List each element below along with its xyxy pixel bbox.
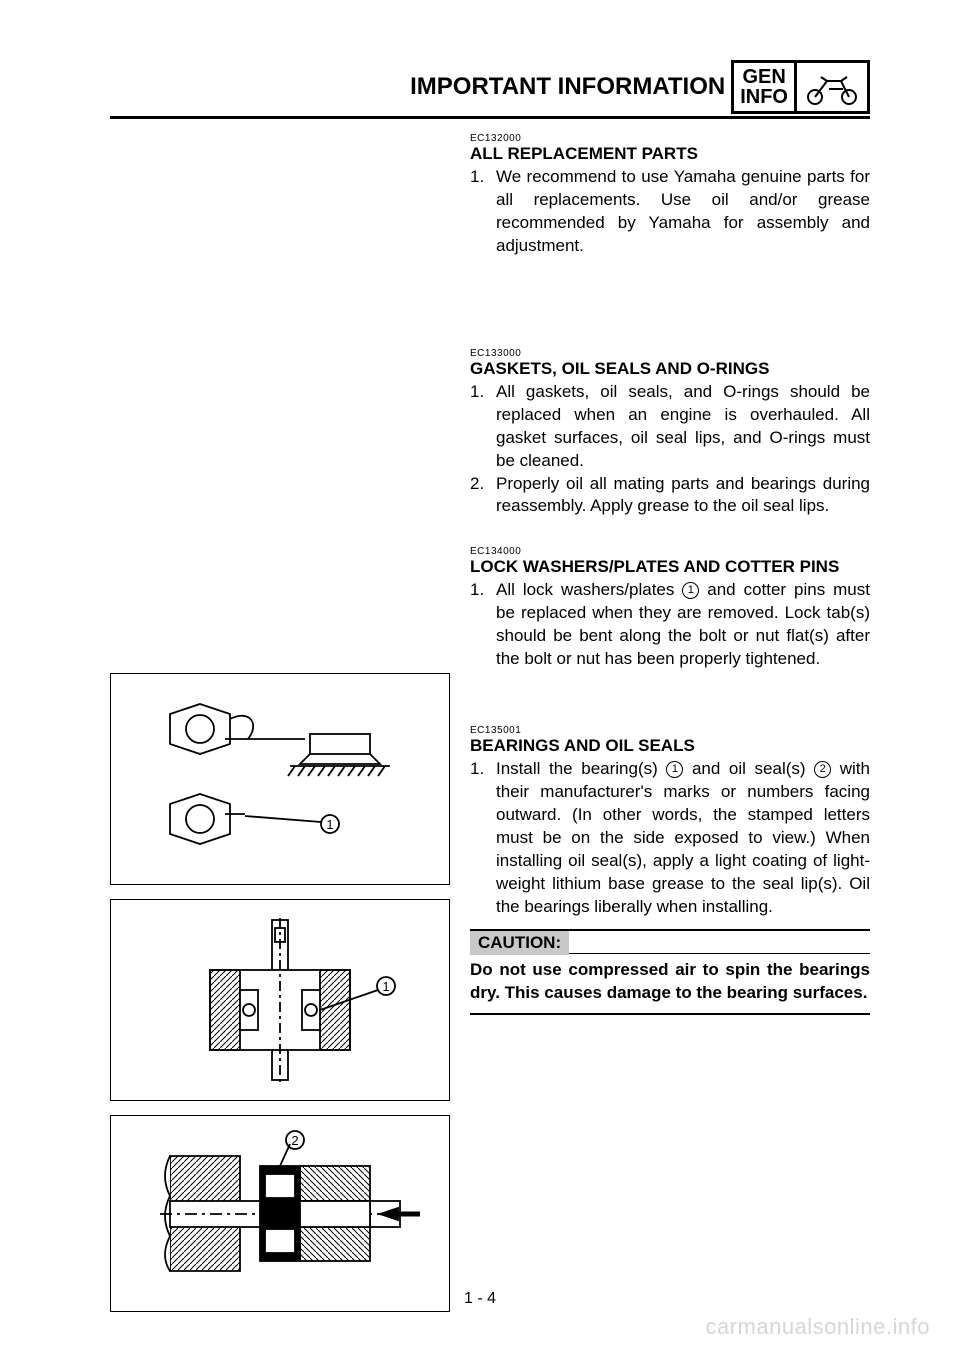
section-code: EC132000 — [470, 133, 870, 144]
figure-oil-seal: 2 — [110, 1115, 450, 1312]
caution-label: CAUTION: — [470, 931, 569, 955]
section-title: LOCK WASHERS/PLATES AND COTTER PINS — [470, 557, 870, 577]
section-gap — [470, 286, 870, 348]
item-number: 2. — [470, 473, 496, 519]
section-title: BEARINGS AND OIL SEALS — [470, 736, 870, 756]
ref-circle: 2 — [814, 761, 831, 778]
ref-circle: 1 — [682, 582, 699, 599]
item-text: All lock washers/plates 1 and cotter pin… — [496, 579, 870, 671]
section-gap — [470, 699, 870, 725]
list-item: 1. Install the bearing(s) 1 and oil seal… — [470, 758, 870, 919]
badge-line-2: INFO — [740, 87, 788, 107]
figure-lock-washer: 1 — [110, 673, 450, 885]
manual-page: IMPORTANT INFORMATION GEN INFO — [0, 0, 960, 1358]
list-item: 2. Properly oil all mating parts and bea… — [470, 473, 870, 519]
section-bearings: EC135001 BEARINGS AND OIL SEALS 1. Insta… — [470, 725, 870, 919]
text-column: EC132000 ALL REPLACEMENT PARTS 1. We rec… — [470, 133, 870, 1326]
figure-bearing: 1 — [110, 899, 450, 1101]
item-text: Properly oil all mating parts and bearin… — [496, 473, 870, 519]
item-number: 1. — [470, 758, 496, 919]
header-badge: GEN INFO — [731, 60, 870, 114]
figure-spacer — [110, 133, 450, 673]
text-fragment: Install the bearing(s) — [496, 759, 666, 778]
text-fragment: with their manufacturer's marks or numbe… — [496, 759, 870, 916]
watermark: carmanualsonline.info — [705, 1314, 930, 1340]
item-number: 1. — [470, 579, 496, 671]
svg-text:1: 1 — [326, 817, 333, 832]
motorcycle-icon — [794, 63, 867, 111]
section-gaskets: EC133000 GASKETS, OIL SEALS AND O-RINGS … — [470, 348, 870, 519]
ref-circle: 1 — [666, 761, 683, 778]
list-item: 1. We recommend to use Yamaha genuine pa… — [470, 166, 870, 258]
badge-text: GEN INFO — [734, 63, 794, 111]
list-item: 1. All gaskets, oil seals, and O-rings s… — [470, 381, 870, 473]
section-code: EC134000 — [470, 546, 870, 557]
caution-block: CAUTION: Do not use compressed air to sp… — [470, 929, 870, 1015]
section-title: ALL REPLACEMENT PARTS — [470, 144, 870, 164]
item-text: All gaskets, oil seals, and O-rings shou… — [496, 381, 870, 473]
section-lock-washers: EC134000 LOCK WASHERS/PLATES AND COTTER … — [470, 546, 870, 671]
item-text: Install the bearing(s) 1 and oil seal(s)… — [496, 758, 870, 919]
section-code: EC133000 — [470, 348, 870, 359]
text-fragment: All lock washers/plates — [496, 580, 682, 599]
content-columns: 1 — [110, 133, 870, 1326]
item-number: 1. — [470, 381, 496, 473]
text-fragment: and oil seal(s) — [683, 759, 814, 778]
section-title: GASKETS, OIL SEALS AND O-RINGS — [470, 359, 870, 379]
svg-text:2: 2 — [291, 1133, 298, 1148]
badge-line-1: GEN — [742, 67, 785, 87]
item-text: We recommend to use Yamaha genuine parts… — [496, 166, 870, 258]
caution-text: Do not use compressed air to spin the be… — [470, 955, 870, 1015]
svg-text:1: 1 — [382, 979, 389, 994]
header-title: IMPORTANT INFORMATION — [410, 73, 725, 101]
figure-column: 1 — [110, 133, 450, 1326]
section-code: EC135001 — [470, 725, 870, 736]
page-header: IMPORTANT INFORMATION GEN INFO — [110, 60, 870, 119]
section-replacement-parts: EC132000 ALL REPLACEMENT PARTS 1. We rec… — [470, 133, 870, 258]
list-item: 1. All lock washers/plates 1 and cotter … — [470, 579, 870, 671]
page-number: 1 - 4 — [0, 1290, 960, 1308]
item-number: 1. — [470, 166, 496, 258]
